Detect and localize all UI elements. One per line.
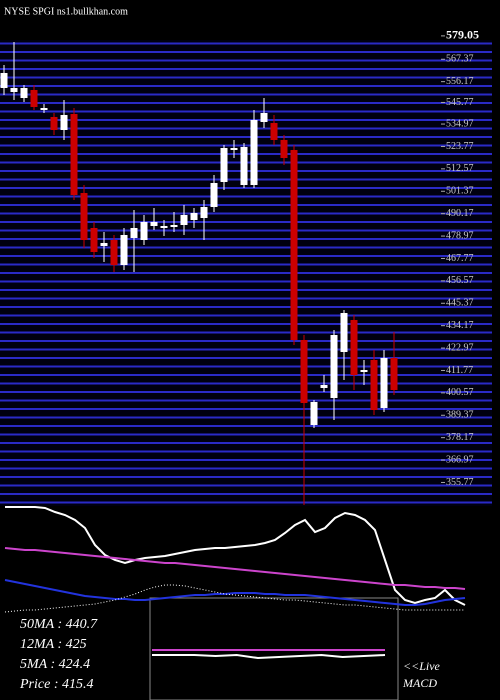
candle-body [60,115,68,130]
candle-body [300,340,308,403]
candle-body [220,148,228,182]
candle-body [180,215,188,225]
indicator-line [4,584,465,613]
candle-body [50,117,58,130]
candle-body [260,113,268,122]
y-tick-label: 378.17 [446,432,474,443]
candle-body [150,222,158,226]
y-tick-label: 445.37 [446,298,474,309]
y-tick-label: 478.97 [446,230,474,241]
y-tick-label: 556.17 [446,76,474,87]
candle-body [390,358,398,390]
candle-body [280,140,288,158]
candle-body [230,148,238,150]
y-tick-label: 523.77 [446,141,474,152]
y-tick-label: 534.97 [446,118,474,129]
candle-body [240,147,248,185]
candle-body [20,88,28,98]
candle-body [290,150,298,340]
candle-body [250,120,258,185]
indicator-label: 50MA : 440.7 [20,617,98,632]
candle-body [120,235,128,265]
y-tick-label: 490.17 [446,208,474,219]
candle-body [0,73,8,88]
candle-body [190,213,198,220]
y-tick-label: 434.17 [446,320,474,331]
indicator-label: 12MA : 425 [20,637,87,652]
candle-body [130,228,138,238]
candle-body [320,385,328,388]
candle-body [370,360,378,410]
candle-body [110,240,118,265]
candle-body [70,114,78,195]
candle-body [160,226,168,228]
y-tick-label: 545.77 [446,97,474,108]
macd-title: <<Live [403,659,441,673]
candle-body [340,313,348,352]
candle-body [170,225,178,227]
candle-body [10,88,18,92]
candle-body [140,222,148,240]
candle-body [200,207,208,218]
chart-title: NYSE SPGI ns1.bullkhan.com [4,6,128,17]
y-tick-label: 400.57 [446,387,474,398]
y-tick-label: 422.97 [446,342,474,353]
candle-body [210,183,218,207]
y-tick-label: 366.97 [446,454,474,465]
macd-line [152,653,386,660]
candle-body [30,90,38,107]
candle-body [80,193,88,240]
indicator-line [4,579,466,606]
candle-body [360,370,368,372]
y-tick-label: 512.57 [446,163,474,174]
indicator-label: Price : 415.4 [19,677,93,692]
y-tick-label: 467.77 [446,253,474,264]
y-tick-label: 456.57 [446,275,474,286]
indicator-label: 5MA : 424.4 [20,657,90,672]
candle-body [100,243,108,246]
price-panel [0,40,492,506]
macd-subtitle: MACD [402,676,437,690]
y-tick-label: 579.05 [446,28,479,42]
candle-body [40,108,48,110]
candle-body [350,320,358,375]
indicator-line [4,547,466,590]
y-tick-label: 389.37 [446,410,474,421]
candle-body [90,228,98,252]
candle-body [380,358,388,408]
candle-body [330,335,338,398]
indicator-line [5,506,466,606]
y-tick-label: 501.37 [446,186,474,197]
y-tick-label: 355.77 [446,477,474,488]
y-tick-label: 567.37 [446,54,474,65]
candle-body [270,123,278,140]
candle-body [310,402,318,425]
y-tick-label: 411.77 [446,365,473,376]
